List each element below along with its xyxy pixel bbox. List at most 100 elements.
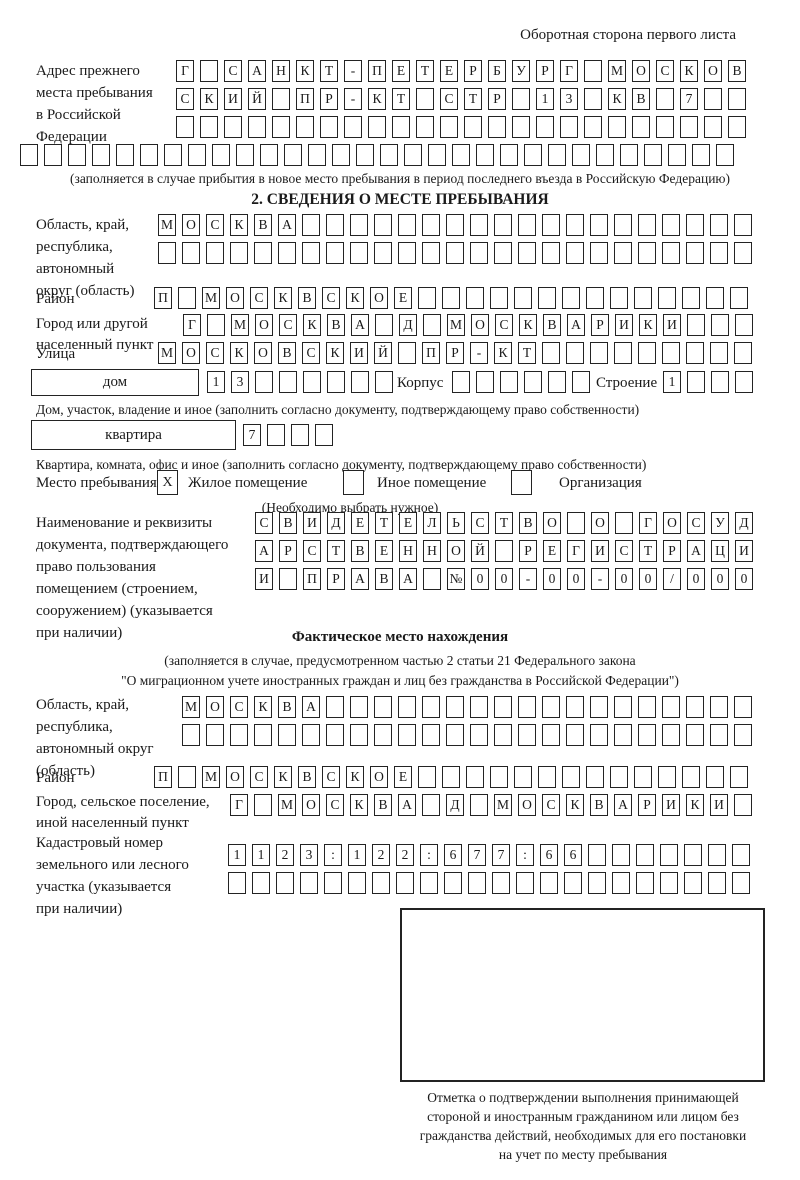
char-cell[interactable] (476, 371, 494, 393)
char-cell[interactable] (538, 287, 556, 309)
char-cell[interactable]: М (202, 287, 220, 309)
char-cell[interactable] (518, 242, 536, 264)
char-cell[interactable] (732, 872, 750, 894)
char-cell[interactable] (206, 724, 224, 746)
char-cell[interactable] (398, 724, 416, 746)
char-cell[interactable] (636, 872, 654, 894)
char-cell[interactable] (466, 287, 484, 309)
char-cell[interactable]: В (278, 696, 296, 718)
char-cell[interactable] (92, 144, 110, 166)
char-cell[interactable] (734, 214, 752, 236)
char-cell[interactable]: 3 (231, 371, 249, 393)
char-cell[interactable]: В (278, 342, 296, 364)
char-cell[interactable] (536, 116, 554, 138)
char-cell[interactable]: Е (543, 540, 561, 562)
char-cell[interactable] (276, 872, 294, 894)
char-cell[interactable] (590, 242, 608, 264)
char-cell[interactable] (398, 214, 416, 236)
char-cell[interactable] (514, 766, 532, 788)
char-cell[interactable] (684, 844, 702, 866)
char-cell[interactable]: Л (423, 512, 441, 534)
char-cell[interactable] (44, 144, 62, 166)
char-cell[interactable]: В (298, 287, 316, 309)
char-cell[interactable] (684, 872, 702, 894)
char-cell[interactable] (562, 766, 580, 788)
char-cell[interactable] (422, 724, 440, 746)
char-cell[interactable] (584, 88, 602, 110)
char-cell[interactable] (584, 60, 602, 82)
char-cell[interactable]: О (632, 60, 650, 82)
char-cell[interactable] (612, 844, 630, 866)
char-cell[interactable] (542, 342, 560, 364)
char-cell[interactable] (562, 287, 580, 309)
char-cell[interactable]: К (254, 696, 272, 718)
char-cell[interactable] (710, 724, 728, 746)
char-cell[interactable]: Р (327, 568, 345, 590)
char-cell[interactable] (596, 144, 614, 166)
char-cell[interactable] (178, 287, 196, 309)
char-cell[interactable] (512, 116, 530, 138)
char-cell[interactable] (494, 724, 512, 746)
char-cell[interactable] (560, 116, 578, 138)
char-cell[interactable] (296, 116, 314, 138)
char-cell[interactable] (612, 872, 630, 894)
checkbox-organizatsiya[interactable] (511, 470, 532, 495)
char-cell[interactable]: С (615, 540, 633, 562)
kvartira-row[interactable]: 7 (243, 424, 339, 446)
char-cell[interactable] (614, 724, 632, 746)
char-cell[interactable]: 7 (468, 844, 486, 866)
char-cell[interactable]: 7 (243, 424, 261, 446)
char-cell[interactable]: К (274, 766, 292, 788)
char-cell[interactable]: - (470, 342, 488, 364)
char-cell[interactable]: № (447, 568, 465, 590)
char-cell[interactable]: Н (399, 540, 417, 562)
char-cell[interactable] (164, 144, 182, 166)
char-cell[interactable] (638, 214, 656, 236)
char-cell[interactable]: О (226, 287, 244, 309)
char-cell[interactable]: 1 (228, 844, 246, 866)
char-cell[interactable]: И (735, 540, 753, 562)
char-cell[interactable] (446, 214, 464, 236)
prev-address-row-4[interactable] (20, 144, 740, 166)
char-cell[interactable]: Е (394, 287, 412, 309)
fact-oblast-row-2[interactable] (182, 724, 758, 746)
char-cell[interactable]: Е (351, 512, 369, 534)
char-cell[interactable]: Й (374, 342, 392, 364)
char-cell[interactable] (212, 144, 230, 166)
char-cell[interactable]: Г (567, 540, 585, 562)
char-cell[interactable] (566, 214, 584, 236)
char-cell[interactable] (711, 371, 729, 393)
char-cell[interactable] (422, 794, 440, 816)
char-cell[interactable]: М (158, 214, 176, 236)
char-cell[interactable]: О (704, 60, 722, 82)
char-cell[interactable]: Б (488, 60, 506, 82)
char-cell[interactable]: К (303, 314, 321, 336)
char-cell[interactable]: С (176, 88, 194, 110)
char-cell[interactable]: Р (279, 540, 297, 562)
char-cell[interactable]: М (447, 314, 465, 336)
char-cell[interactable]: С (687, 512, 705, 534)
char-cell[interactable]: Т (320, 60, 338, 82)
char-cell[interactable]: 0 (687, 568, 705, 590)
char-cell[interactable]: Т (375, 512, 393, 534)
char-cell[interactable] (614, 342, 632, 364)
char-cell[interactable]: В (590, 794, 608, 816)
char-cell[interactable]: О (591, 512, 609, 534)
char-cell[interactable] (182, 242, 200, 264)
char-cell[interactable] (327, 371, 345, 393)
char-cell[interactable]: В (519, 512, 537, 534)
char-cell[interactable]: С (471, 512, 489, 534)
char-cell[interactable]: Р (536, 60, 554, 82)
char-cell[interactable] (542, 242, 560, 264)
char-cell[interactable] (662, 214, 680, 236)
char-cell[interactable] (734, 696, 752, 718)
char-cell[interactable]: 3 (560, 88, 578, 110)
char-cell[interactable] (638, 242, 656, 264)
char-cell[interactable] (524, 144, 542, 166)
char-cell[interactable]: С (224, 60, 242, 82)
char-cell[interactable]: К (230, 342, 248, 364)
